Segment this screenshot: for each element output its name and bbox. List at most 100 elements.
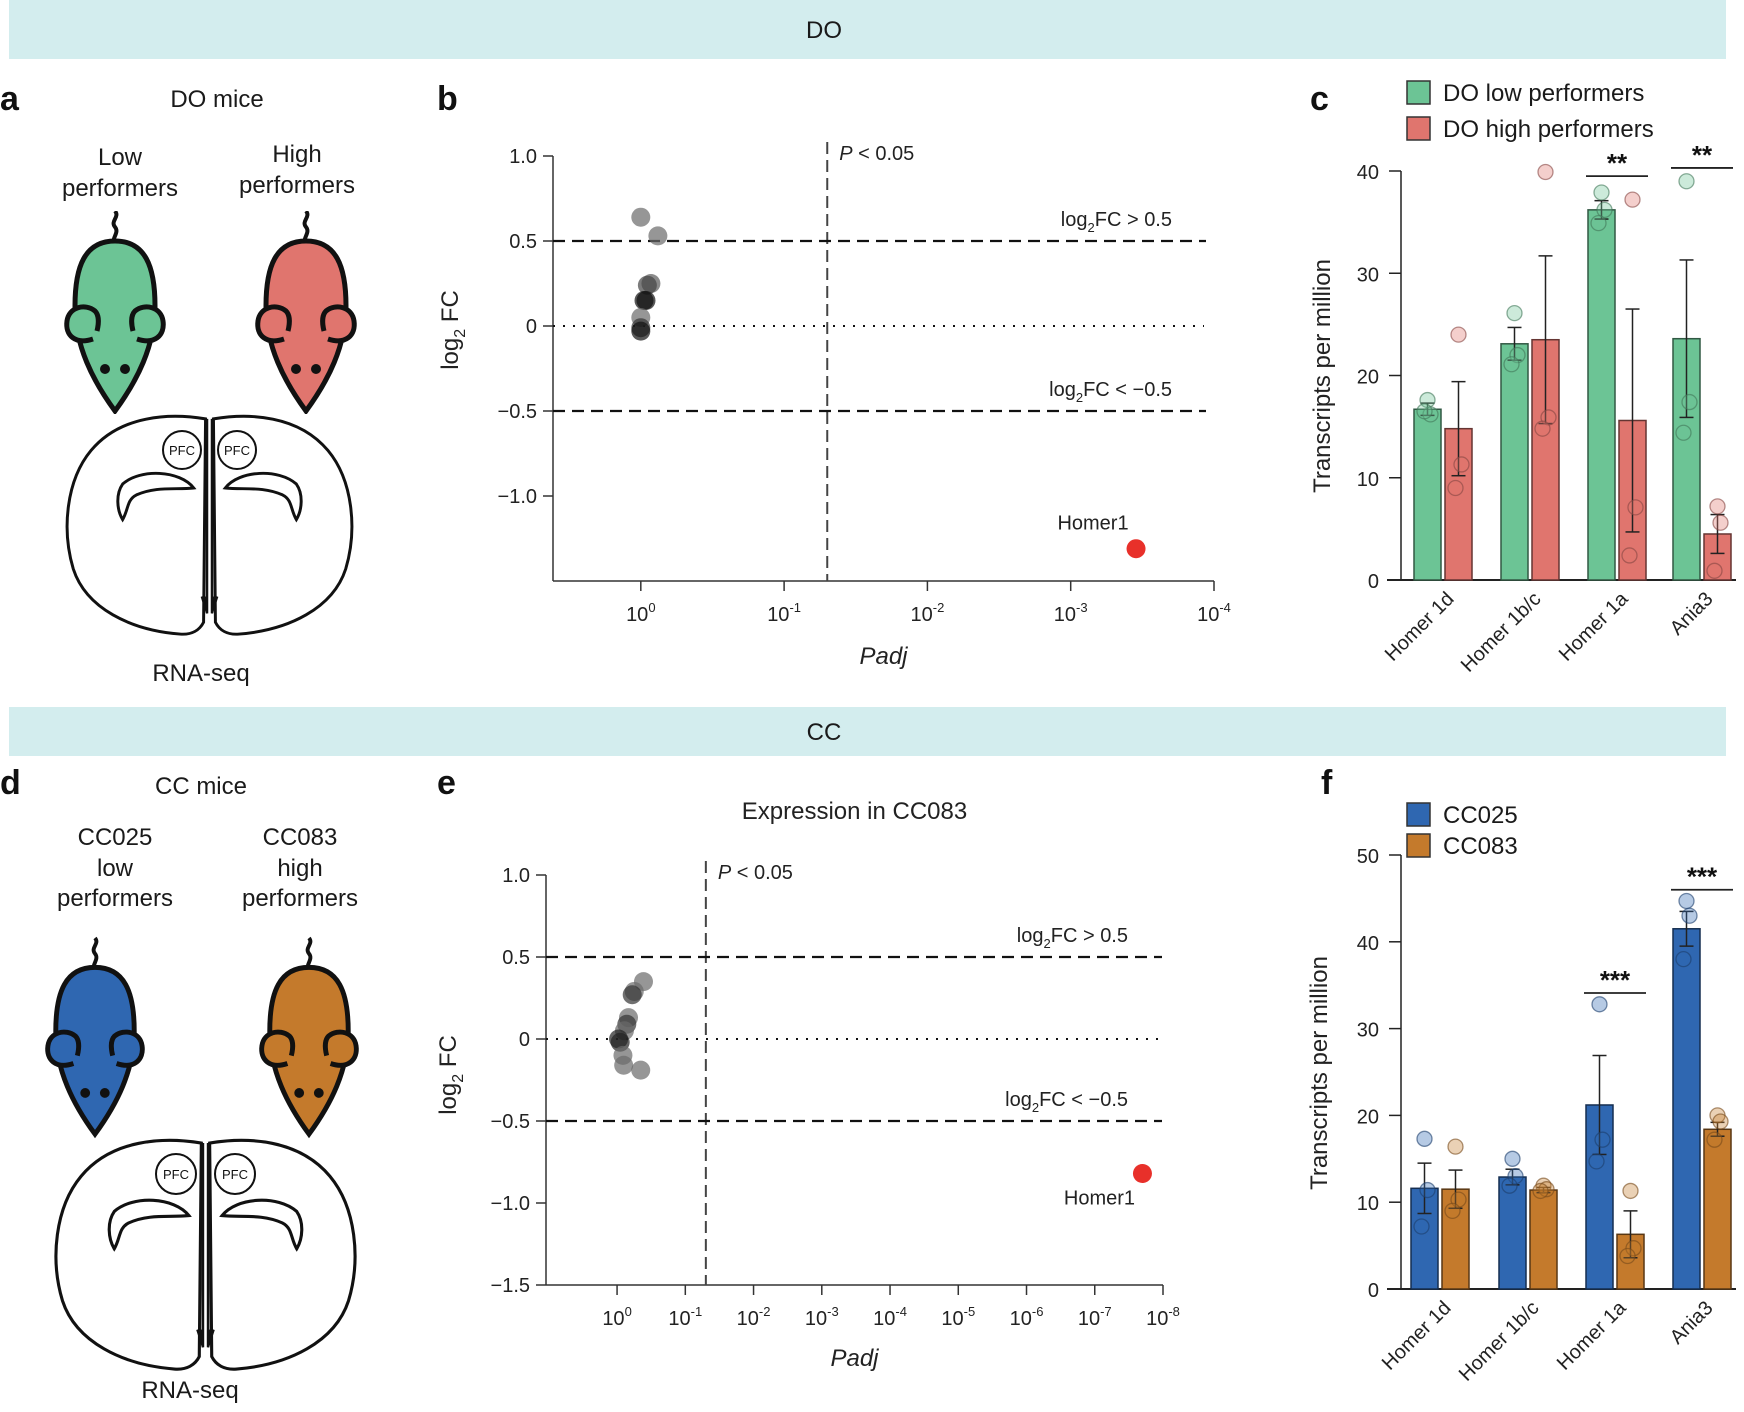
- panel-letter-a: a: [0, 80, 20, 118]
- bar: [1498, 1176, 1527, 1290]
- gene-label: Homer1: [1057, 513, 1128, 535]
- category-label: Homer 1a: [1553, 1296, 1631, 1374]
- fold-change-threshold-label: log2FC < −0.5: [1005, 1089, 1128, 1115]
- ylabel-log: log: [437, 338, 464, 370]
- label-log: log: [1005, 1089, 1032, 1111]
- panel-letter-e: e: [437, 764, 456, 802]
- replicate-point: [1453, 456, 1470, 473]
- x-tick-label: 100: [626, 600, 655, 626]
- cc083-line2: high: [277, 855, 322, 882]
- label-log: log: [1061, 209, 1088, 231]
- x-tick-label: 100: [602, 1304, 631, 1330]
- label-sub: 2: [1088, 220, 1095, 235]
- legend-swatch: [1406, 116, 1431, 141]
- tick-exponent: -2: [933, 600, 945, 615]
- tick-exponent: -4: [1219, 600, 1231, 615]
- tick-base: 10: [873, 1308, 895, 1330]
- label-log: log: [1017, 925, 1044, 947]
- bar: [1529, 1189, 1558, 1290]
- x-axis-label: Padj: [830, 1345, 879, 1372]
- replicate-point: [1447, 479, 1464, 497]
- gene-point: [622, 985, 642, 1005]
- replicate-point: [1596, 201, 1613, 219]
- panel-letter-b: b: [437, 80, 458, 118]
- x-tick-label: 10-3: [805, 1304, 839, 1330]
- high-group-line2: performers: [239, 172, 355, 199]
- brain-icon: [54, 1138, 357, 1371]
- ylabel-rest: FC: [435, 1035, 462, 1074]
- panel-a-method: RNA-seq: [152, 660, 249, 687]
- replicate-point: [1624, 191, 1641, 208]
- cc025-line1: CC025: [78, 824, 153, 851]
- replicate-point: [1706, 562, 1723, 579]
- tick-base: 10: [1197, 604, 1219, 626]
- tick-base: 10: [910, 604, 932, 626]
- bar: [1672, 928, 1701, 1290]
- label-log: log: [1049, 379, 1076, 401]
- pfc-label-right: PFC: [224, 443, 250, 458]
- tick-base: 10: [941, 1308, 963, 1330]
- replicate-point: [1532, 1182, 1549, 1200]
- y-axis-label: log2 FC: [437, 290, 469, 370]
- bar: [1413, 408, 1442, 581]
- replicate-point: [1447, 1138, 1464, 1155]
- tick-base: 10: [1146, 1308, 1168, 1330]
- replicate-point: [1593, 184, 1610, 201]
- low-group-line2: performers: [62, 175, 178, 202]
- mouse-cc083-icon: [262, 938, 357, 1134]
- high-group-line1: High: [272, 141, 321, 168]
- panel-d-method: RNA-seq: [141, 1377, 238, 1404]
- pfc-circle-left: [155, 1153, 197, 1195]
- tick-exponent: 0: [625, 1304, 632, 1319]
- y-tick-label: 0: [1368, 1280, 1379, 1302]
- tick-exponent: -2: [759, 1304, 771, 1319]
- x-tick-label: 10-1: [668, 1304, 702, 1330]
- padj-threshold-label: P < 0.05: [718, 862, 793, 884]
- tick-base: 10: [626, 604, 648, 626]
- cc-banner: [9, 707, 1726, 756]
- pfc-circle-right: [217, 430, 257, 470]
- replicate-point: [1712, 1113, 1729, 1130]
- legend-swatch: [1406, 802, 1431, 827]
- significance-stars: ***: [1600, 965, 1631, 995]
- replicate-point: [1709, 498, 1726, 515]
- y-tick-label: −0.5: [491, 1111, 530, 1133]
- replicate-point: [1594, 1131, 1611, 1148]
- category-label: Ania3: [1666, 588, 1718, 640]
- replicate-point: [1416, 1130, 1433, 1147]
- y-tick-label: −1.5: [491, 1275, 530, 1297]
- gene-point: [631, 1060, 651, 1080]
- category-label: Ania3: [1666, 1297, 1718, 1349]
- legend-label: CC025: [1443, 802, 1518, 829]
- panel-letter-d: d: [0, 764, 21, 802]
- gene-point: [634, 291, 654, 310]
- y-tick-label: 50: [1357, 846, 1379, 868]
- replicate-point: [1588, 1153, 1605, 1170]
- x-tick-label: 10-3: [1054, 600, 1088, 626]
- replicate-point: [1675, 951, 1692, 968]
- label-rest: FC > 0.5: [1095, 209, 1172, 231]
- cc025-line2: low: [97, 855, 134, 882]
- tick-exponent: -3: [827, 1304, 839, 1319]
- y-tick-label: −1.0: [491, 1193, 530, 1215]
- y-tick-label: 0.5: [509, 231, 537, 253]
- replicate-point: [1678, 892, 1695, 910]
- label-p: P: [839, 143, 853, 165]
- x-tick-label: 10-4: [873, 1304, 907, 1330]
- y-tick-label: 0: [1368, 571, 1379, 593]
- replicate-point: [1534, 420, 1551, 437]
- tick-exponent: -8: [1168, 1304, 1180, 1319]
- legend-label: CC083: [1443, 833, 1518, 860]
- y-tick-label: 40: [1357, 933, 1379, 955]
- replicate-point: [1706, 1131, 1723, 1148]
- x-tick-label: 10-2: [910, 600, 944, 626]
- y-tick-label: 10: [1357, 469, 1379, 491]
- y-tick-label: 20: [1357, 367, 1379, 389]
- replicate-point: [1506, 304, 1523, 322]
- category-label: Homer 1d: [1381, 588, 1459, 666]
- x-axis-label: Padj: [859, 643, 908, 670]
- label-rest: < 0.05: [731, 862, 793, 884]
- x-tick-label: 10-5: [941, 1304, 975, 1330]
- tick-base: 10: [1078, 1308, 1100, 1330]
